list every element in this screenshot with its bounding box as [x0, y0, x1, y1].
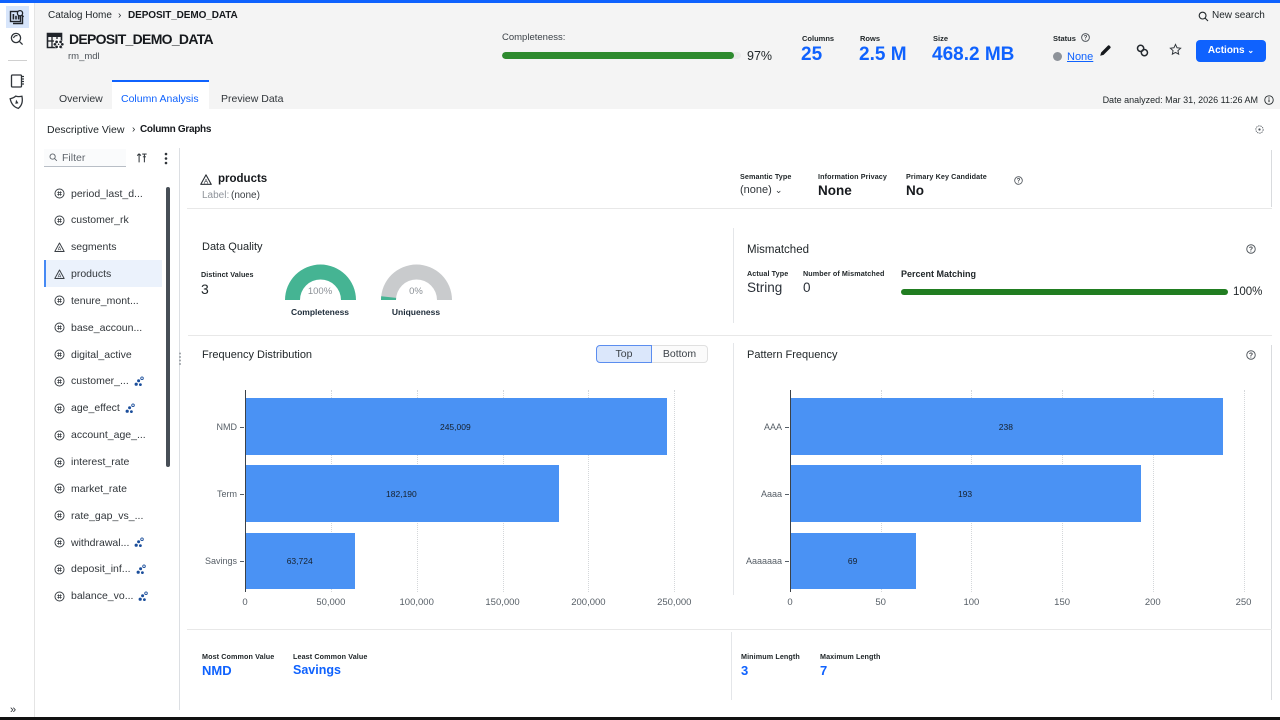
svg-text:?: ?: [1249, 246, 1253, 253]
svg-text:?: ?: [1017, 178, 1021, 185]
svg-text:A: A: [58, 273, 62, 279]
svg-text:?: ?: [1084, 35, 1088, 42]
svg-text:A: A: [58, 246, 62, 252]
svg-text:?: ?: [1249, 352, 1253, 359]
svg-text:A: A: [204, 178, 209, 185]
